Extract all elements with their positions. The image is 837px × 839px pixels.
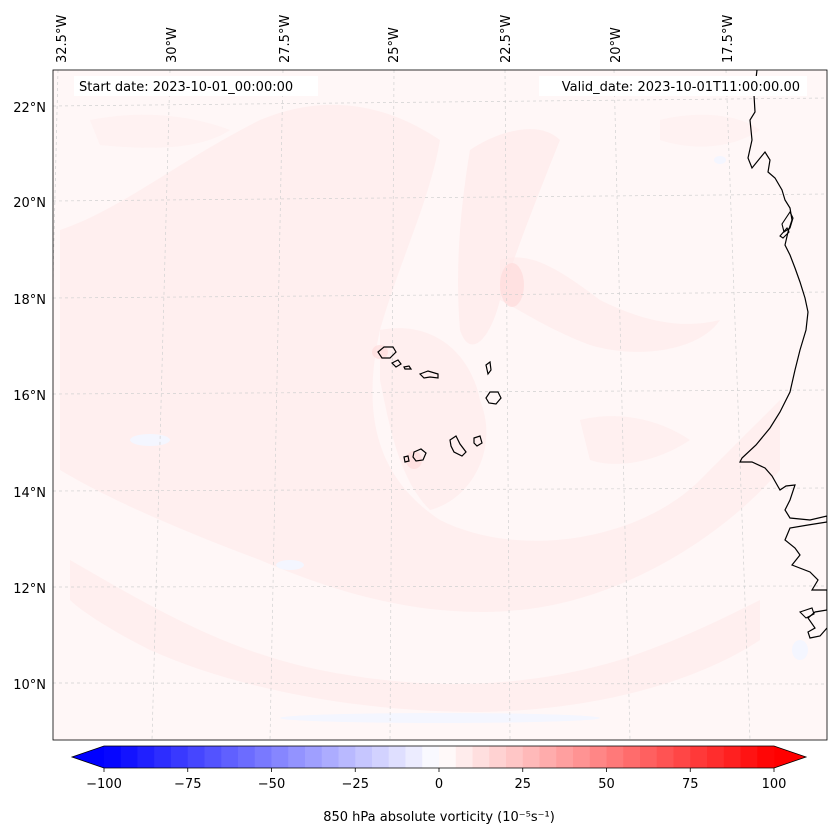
valid-date-label: Valid_date: 2023-10-01T11:00:00.00 xyxy=(562,80,800,95)
colorbar-segment xyxy=(573,746,591,768)
colorbar-segment xyxy=(120,746,138,768)
colorbar-segment xyxy=(589,746,607,768)
colorbar-ticks: −100 −75 −50 −25 0 25 50 75 100 xyxy=(86,768,786,792)
colorbar-max-extension xyxy=(774,746,806,768)
colorbar-tick-label: 50 xyxy=(598,777,615,792)
start-date-label: Start date: 2023-10-01_00:00:00 xyxy=(79,80,293,95)
lon-label: 25°W xyxy=(387,27,402,63)
colorbar-segment xyxy=(556,746,574,768)
colorbar-segment xyxy=(506,746,524,768)
colorbar-tick-label: 75 xyxy=(682,777,699,792)
island-santo-antao xyxy=(377,346,397,359)
valid-date-box xyxy=(539,76,807,96)
island-maio xyxy=(473,435,483,447)
colorbar-segment xyxy=(606,746,624,768)
colorbar-segment xyxy=(455,746,473,768)
colorbar-segment xyxy=(355,746,373,768)
colorbar-segment xyxy=(640,746,658,768)
gridlines xyxy=(53,70,827,740)
lat-label: 10°N xyxy=(13,678,46,693)
colorbar: −100 −75 −50 −25 0 25 50 75 100 850 hPa absolute… xyxy=(70,745,808,825)
colorbar-segments xyxy=(72,746,806,768)
colorbar-segment xyxy=(673,746,691,768)
colorbar-tick-label: −75 xyxy=(174,777,201,792)
start-date-box xyxy=(74,76,318,96)
colorbar-segment xyxy=(539,746,557,768)
colorbar-label: 850 hPa absolute vorticity (10⁻⁵s⁻¹) xyxy=(323,810,555,825)
lat-label: 16°N xyxy=(13,389,46,404)
colorbar-segment xyxy=(656,746,674,768)
island-fogo xyxy=(412,448,427,462)
negative-vorticity-patches xyxy=(130,156,808,723)
colorbar-segment xyxy=(439,746,457,768)
colorbar-segment xyxy=(204,746,222,768)
map-frame xyxy=(52,69,828,741)
colorbar-segment xyxy=(137,746,155,768)
colorbar-segment xyxy=(305,746,323,768)
colorbar-segment xyxy=(489,746,507,768)
colorbar-tick-label: 100 xyxy=(762,777,787,792)
african-coastline xyxy=(739,70,827,639)
lon-label: 20°W xyxy=(609,27,624,63)
lat-label: 22°N xyxy=(13,101,46,116)
colorbar-segment xyxy=(238,746,256,768)
colorbar-tick-label: 0 xyxy=(435,777,443,792)
colorbar-segment xyxy=(472,746,490,768)
colorbar-tick-label: −100 xyxy=(86,777,122,792)
colorbar-segment xyxy=(104,746,122,768)
colorbar-segment xyxy=(405,746,423,768)
coastal-island xyxy=(781,210,794,233)
lon-label: 27.5°W xyxy=(278,15,293,63)
colorbar-segment xyxy=(707,746,725,768)
coastal-island xyxy=(779,227,790,239)
colorbar-tick-label: 25 xyxy=(514,777,531,792)
vorticity-peaks xyxy=(372,263,524,469)
island-sal xyxy=(485,360,492,376)
colorbar-segment xyxy=(171,746,189,768)
island-sao-nicolau xyxy=(418,370,439,379)
colorbar-segment xyxy=(422,746,440,768)
latitude-labels: 22°N 20°N 18°N 16°N 14°N 12°N 10°N xyxy=(13,101,46,693)
lon-label: 22.5°W xyxy=(499,15,514,63)
lon-label: 30°W xyxy=(165,27,180,63)
island-santa-luzia xyxy=(403,365,413,370)
vorticity-shading xyxy=(60,104,780,712)
colorbar-segment xyxy=(623,746,641,768)
colorbar-segment xyxy=(388,746,406,768)
colorbar-segment xyxy=(271,746,289,768)
colorbar-tick-label: −50 xyxy=(258,777,285,792)
colorbar-segment xyxy=(690,746,708,768)
island-brava xyxy=(403,455,410,463)
lat-label: 18°N xyxy=(13,293,46,308)
island-boa-vista xyxy=(485,391,502,405)
lat-label: 14°N xyxy=(13,486,46,501)
lon-label: 32.5°W xyxy=(55,15,70,63)
colorbar-segment xyxy=(372,746,390,768)
colorbar-segment xyxy=(740,746,758,768)
map-panel: Start date: 2023-10-01_00:00:00 Valid_da… xyxy=(53,70,827,740)
colorbar-segment xyxy=(288,746,306,768)
island-sao-vicente xyxy=(390,359,402,368)
colorbar-segment xyxy=(757,746,775,768)
colorbar-segment xyxy=(187,746,205,768)
colorbar-segment xyxy=(723,746,741,768)
colorbar-segment xyxy=(522,746,540,768)
colorbar-tick-label: −25 xyxy=(342,777,369,792)
colorbar-segment xyxy=(321,746,339,768)
colorbar-segment xyxy=(154,746,172,768)
lon-label: 17.5°W xyxy=(721,15,736,63)
lat-label: 12°N xyxy=(13,582,46,597)
colorbar-segment xyxy=(221,746,239,768)
coastal-island xyxy=(798,607,815,619)
colorbar-segment xyxy=(254,746,272,768)
colorbar-segment xyxy=(338,746,356,768)
island-santiago xyxy=(449,435,467,457)
colorbar-min-extension xyxy=(72,746,104,768)
longitude-labels: 32.5°W 30°W 27.5°W 25°W 22.5°W 20°W 17.5… xyxy=(55,15,736,63)
cape-verde-islands xyxy=(377,346,502,463)
lat-label: 20°N xyxy=(13,196,46,211)
